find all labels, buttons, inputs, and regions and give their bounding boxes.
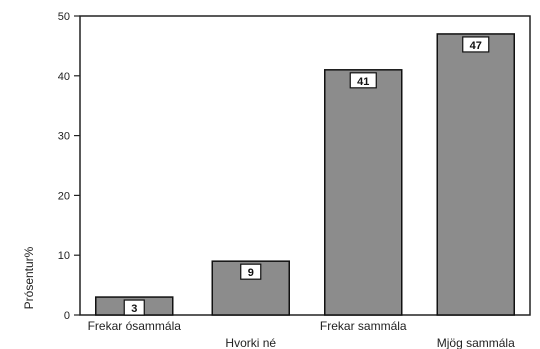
x-category-label: Frekar sammála	[320, 319, 407, 333]
data-label-box	[240, 263, 262, 280]
data-label-box	[123, 299, 145, 316]
x-category-label: Mjög sammála	[437, 336, 515, 349]
y-tick-label: 30	[58, 131, 70, 143]
plot-border	[79, 15, 531, 316]
y-tick-label: 0	[64, 310, 70, 322]
y-tick-label: 10	[58, 250, 70, 262]
y-tick-label: 40	[58, 71, 70, 83]
x-axis: Frekar ósammála Hvorki né Frekar sammála Mj…	[88, 319, 516, 349]
x-category-label: Hvorki né	[225, 336, 276, 349]
data-label: 47	[470, 40, 482, 52]
y-tick-label: 50	[58, 11, 70, 23]
data-label: 9	[248, 267, 254, 279]
data-label: 3	[131, 303, 137, 315]
y-tick-label: 20	[58, 190, 70, 202]
y-axis: 0 10 20 30 40 50	[58, 11, 80, 322]
data-label: 41	[357, 76, 369, 88]
bars: 3 9 41 47	[95, 33, 515, 316]
y-axis-title: Prósentur%	[22, 246, 36, 309]
x-category-label: Frekar ósammála	[88, 319, 182, 333]
data-label-box	[349, 72, 377, 89]
bar	[436, 33, 515, 316]
plot-frame	[79, 15, 531, 316]
bar	[324, 69, 403, 316]
data-label-box	[462, 36, 490, 53]
